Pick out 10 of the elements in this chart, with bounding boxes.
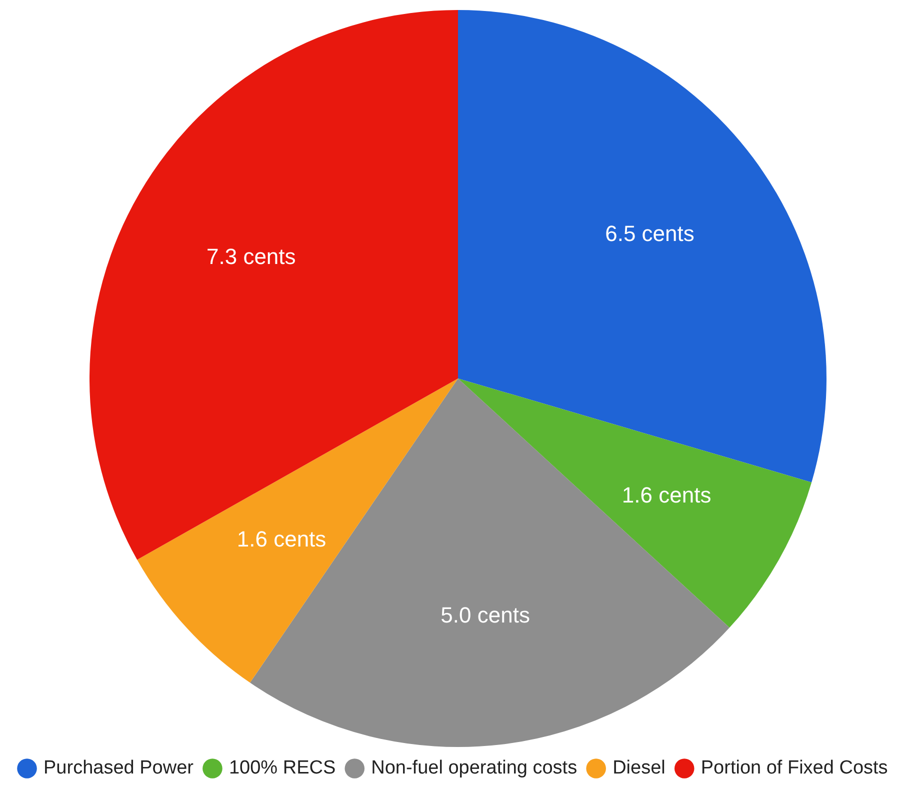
data-label: 5.0 cents: [440, 602, 530, 628]
legend-label: 100% RECS: [228, 758, 336, 779]
legend-label: Non-fuel operating costs: [371, 758, 578, 779]
legend-label: Diesel: [612, 758, 666, 779]
data-label: 6.5 cents: [605, 221, 694, 246]
legend-label: Portion of Fixed Costs: [700, 758, 888, 779]
data-label: 1.6 cents: [236, 526, 326, 552]
data-label: 7.3 cents: [206, 244, 296, 269]
legend-label: Purchased Power: [44, 758, 194, 779]
data-label: 1.6 cents: [622, 482, 712, 508]
